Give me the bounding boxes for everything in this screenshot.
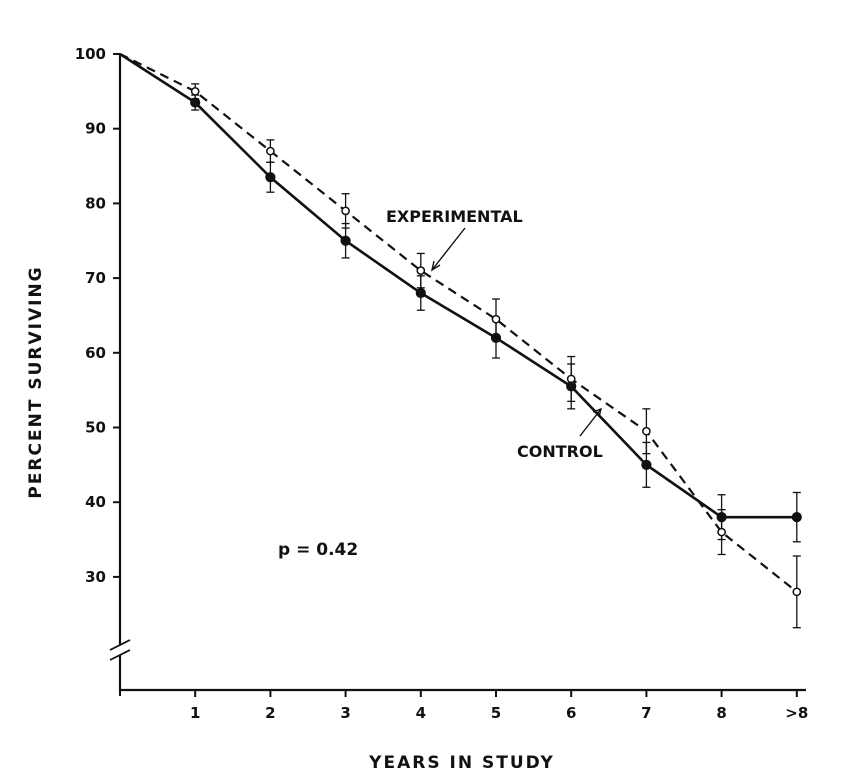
x-tick-label-8: 8 [716,704,726,722]
control-point-1 [190,97,201,108]
control-arrow [579,408,602,437]
control-arrowhead [592,407,603,418]
y-tick-label-60: 60 [85,344,106,362]
experimental-point-7 [642,426,651,436]
axis-break-mark-2 [109,649,131,661]
x-tick-label-7: 7 [641,704,651,722]
y-tick-label-80: 80 [85,194,106,212]
x-tick-label-3: 3 [340,704,350,722]
control-point-4 [415,287,426,299]
y-tick-label-30: 30 [85,568,106,586]
experimental-point-2 [266,146,275,156]
y-tick-label-90: 90 [85,120,106,138]
y-tick-label-50: 50 [85,419,106,437]
x-tick-label-4: 4 [416,704,426,722]
experimental-label: EXPERIMENTAL [386,207,523,226]
control-point-3 [340,235,351,246]
y-tick-label-40: 40 [85,493,106,511]
y-tick-label-100: 100 [75,45,106,63]
experimental-point-9 [792,587,802,597]
control-label: CONTROL [517,442,603,461]
control-point-5 [490,332,502,343]
x-ticks: 1 2 3 4 5 6 7 8 >8 [119,690,808,722]
x-tick-label-5: 5 [491,704,501,722]
x-tick-label-9: >8 [785,704,808,722]
experimental-point-1 [190,87,200,96]
control-point-2 [265,172,276,183]
y-tick-label-70: 70 [85,269,106,287]
experimental-arrowhead [430,260,441,272]
axis-break-mark-1 [109,639,131,651]
experimental-point-5 [491,314,501,324]
experimental-point-8 [717,527,726,537]
control-point-7 [641,459,652,470]
x-tick-label-1: 1 [190,704,200,722]
control-point-6 [566,381,577,392]
experimental-point-3 [341,206,350,216]
control-point-9 [791,512,802,523]
y-axis-title: PERCENT SURVIVING [26,265,46,498]
y-ticks: 100 90 80 70 60 50 40 30 [75,45,120,586]
control-line [119,52,797,519]
x-tick-label-6: 6 [566,704,576,722]
axes [109,54,806,692]
control-point-8 [716,512,727,523]
experimental-arrow [431,227,466,271]
experimental-point-4 [416,266,426,275]
experimental-line [119,53,798,593]
markers [190,87,802,597]
p-value-annotation: p = 0.42 [278,540,358,560]
x-axis-title: YEARS IN STUDY [368,753,555,773]
x-tick-label-2: 2 [265,704,275,722]
series-lines [119,52,798,593]
